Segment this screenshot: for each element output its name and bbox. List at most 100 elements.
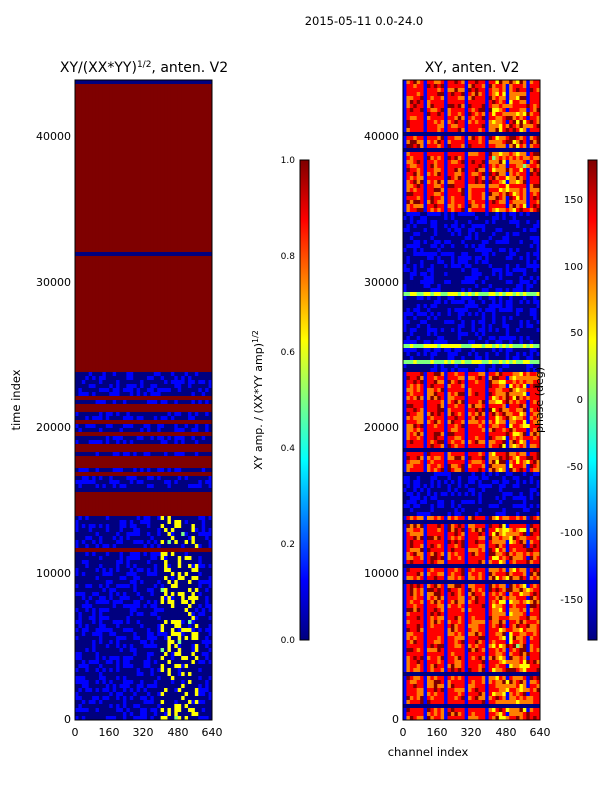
heatmap-cell — [167, 372, 172, 377]
heatmap-cell — [81, 92, 86, 97]
heatmap-cell — [157, 452, 162, 457]
heatmap-cell — [157, 320, 162, 325]
heatmap-cell — [102, 576, 107, 581]
heatmap-cell — [102, 340, 107, 345]
heatmap-cell — [201, 448, 206, 453]
heatmap-cell — [98, 440, 103, 445]
heatmap-cell — [181, 164, 186, 169]
heatmap-cell — [85, 392, 90, 397]
heatmap-cell — [146, 204, 151, 209]
heatmap-cell — [75, 340, 79, 345]
heatmap-cell — [102, 456, 107, 461]
heatmap-cell — [95, 316, 100, 321]
heatmap-cell — [140, 496, 144, 501]
heatmap-cell — [143, 456, 148, 461]
heatmap-cell — [167, 256, 172, 261]
heatmap-cell — [174, 404, 179, 409]
heatmap-cell — [75, 348, 79, 353]
heatmap-cell — [75, 392, 79, 397]
heatmap-cell — [116, 512, 121, 517]
heatmap-cell — [95, 272, 100, 277]
heatmap-cell — [188, 540, 192, 545]
heatmap-cell — [126, 308, 131, 313]
heatmap-cell — [95, 572, 100, 577]
heatmap-cell — [177, 288, 182, 293]
heatmap-cell — [181, 372, 186, 377]
heatmap-cell — [85, 544, 90, 549]
heatmap-cell — [81, 84, 86, 89]
heatmap-cell — [136, 532, 141, 537]
heatmap-cell — [208, 112, 213, 117]
heatmap-cell — [126, 464, 131, 469]
heatmap-cell — [140, 532, 144, 537]
heatmap-cell — [208, 136, 213, 141]
heatmap-cell — [194, 468, 199, 473]
heatmap-cell — [140, 536, 144, 541]
heatmap-cell — [136, 388, 141, 393]
heatmap-cell — [126, 172, 131, 177]
heatmap-cell — [181, 88, 186, 93]
heatmap-cell — [160, 168, 165, 173]
heatmap-cell — [88, 228, 93, 233]
heatmap-cell — [157, 512, 162, 517]
heatmap-cell — [119, 504, 124, 509]
heatmap-cell — [143, 148, 148, 153]
heatmap-cell — [81, 336, 86, 341]
heatmap-cell — [198, 208, 203, 213]
heatmap-cell — [98, 280, 103, 285]
heatmap-cell — [167, 304, 172, 309]
heatmap-cell — [181, 328, 186, 333]
heatmap-cell — [116, 160, 121, 165]
heatmap-cell — [150, 500, 155, 505]
heatmap-cell — [105, 300, 110, 305]
heatmap-cell — [143, 364, 148, 369]
heatmap-cell — [201, 280, 206, 285]
heatmap-cell — [112, 396, 117, 401]
heatmap-cell — [92, 532, 97, 537]
heatmap-cell — [201, 552, 206, 557]
heatmap-cell — [75, 360, 79, 365]
heatmap-cell — [160, 292, 165, 297]
heatmap-cell — [167, 552, 172, 557]
heatmap-cell — [102, 348, 107, 353]
heatmap-cell — [174, 552, 179, 557]
heatmap-cell — [170, 540, 175, 545]
heatmap-cell — [92, 564, 97, 569]
heatmap-cell — [95, 232, 100, 237]
heatmap-cell — [112, 320, 117, 325]
heatmap-cell — [140, 216, 144, 221]
heatmap-cell — [85, 92, 90, 97]
heatmap-cell — [167, 336, 172, 341]
heatmap-cell — [153, 256, 158, 261]
heatmap-cell — [157, 500, 162, 505]
heatmap-cell — [150, 456, 155, 461]
heatmap-cell — [174, 472, 179, 477]
heatmap-cell — [143, 508, 148, 513]
heatmap-cell — [119, 400, 124, 405]
heatmap-cell — [92, 464, 97, 469]
heatmap-cell — [164, 92, 168, 97]
heatmap-cell — [184, 444, 189, 449]
heatmap-cell — [205, 96, 210, 101]
heatmap-cell — [160, 260, 165, 265]
heatmap-cell — [129, 432, 134, 437]
heatmap-cell — [85, 516, 90, 521]
heatmap-cell — [157, 108, 162, 113]
heatmap-cell — [88, 208, 93, 213]
heatmap-cell — [136, 220, 141, 225]
heatmap-cell — [184, 312, 189, 317]
heatmap-cell — [177, 520, 182, 525]
heatmap-cell — [105, 260, 110, 265]
heatmap-cell — [174, 460, 179, 465]
heatmap-cell — [129, 468, 134, 473]
heatmap-cell — [81, 456, 86, 461]
heatmap-cell — [102, 300, 107, 305]
heatmap-cell — [184, 188, 189, 193]
heatmap-cell — [153, 564, 158, 569]
heatmap-cell — [146, 552, 151, 557]
heatmap-cell — [75, 436, 79, 441]
heatmap-cell — [177, 384, 182, 389]
heatmap-cell — [136, 212, 141, 217]
heatmap-cell — [188, 476, 192, 481]
heatmap-cell — [143, 140, 148, 145]
